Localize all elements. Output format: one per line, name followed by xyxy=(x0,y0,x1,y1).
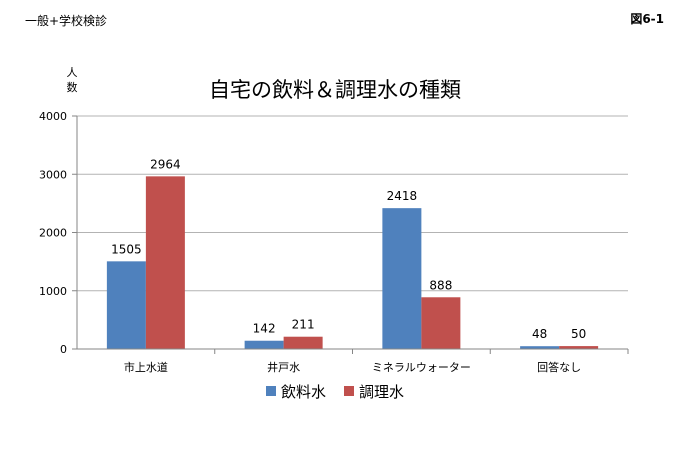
bar-2-3 xyxy=(421,297,461,349)
data-label-1-4: 48 xyxy=(532,327,547,341)
x-tick-label-2: 井戸水 xyxy=(267,360,300,374)
data-label-2-4: 50 xyxy=(571,327,586,341)
y-tick-label-3000: 3000 xyxy=(39,168,67,181)
data-label-2-2: 211 xyxy=(292,318,315,332)
bar-1-1 xyxy=(106,261,146,349)
x-tick-label-1: 市上水道 xyxy=(124,360,168,374)
bar-2-1 xyxy=(145,176,185,349)
legend-label-2: 調理水 xyxy=(359,383,404,401)
bar-2-4 xyxy=(559,346,599,349)
figure-label: 図6-1 xyxy=(630,12,664,26)
bar-1-3 xyxy=(382,208,422,349)
y-tick-label-0: 0 xyxy=(60,343,67,356)
bar-2-2 xyxy=(283,336,323,349)
x-tick-label-3: ミネラルウォーター xyxy=(372,361,471,374)
legend-swatch-1 xyxy=(266,386,276,396)
x-tick-label-4: 回答なし xyxy=(537,360,581,374)
y-tick-label-1000: 1000 xyxy=(39,285,67,298)
data-label-2-3: 888 xyxy=(429,278,452,292)
bars xyxy=(106,176,599,349)
data-label-1-2: 142 xyxy=(253,322,276,336)
subtitle-left: 一般+学校検診 xyxy=(25,14,108,28)
y-tick-label-4000: 4000 xyxy=(39,110,67,123)
data-label-1-1: 1505 xyxy=(111,242,142,256)
data-labels: 1505 2964 142 211 2418 888 48 50 xyxy=(111,157,586,341)
legend-label-1: 飲料水 xyxy=(281,383,326,401)
legend-swatch-2 xyxy=(344,386,354,396)
y-tick-label-2000: 2000 xyxy=(39,227,67,240)
bar-1-4 xyxy=(520,346,560,349)
data-label-1-3: 2418 xyxy=(387,189,418,203)
legend: 飲料水 調理水 xyxy=(266,383,404,401)
axes: 0 1000 2000 3000 4000 市上水道 井戸水 ミネラルウォーター 回答なし xyxy=(39,110,629,374)
y-axis-label-char-2: 数 xyxy=(67,81,78,94)
data-label-2-1: 2964 xyxy=(150,157,181,171)
y-axis-label-char-1: 人 xyxy=(67,66,78,79)
bar-1-2 xyxy=(244,340,284,349)
chart-title: 自宅の飲料＆調理水の種類 xyxy=(209,78,461,102)
